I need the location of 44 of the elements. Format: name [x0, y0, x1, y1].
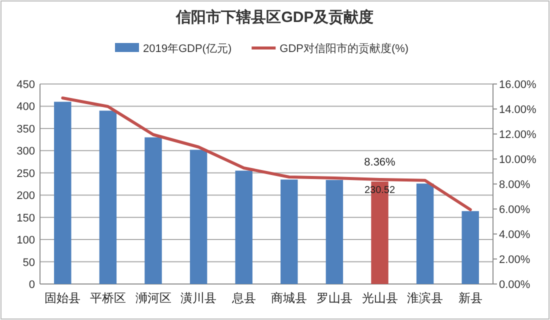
y2-tick-label: 12.00%: [499, 129, 537, 141]
y2-tick-label: 6.00%: [499, 204, 530, 216]
legend-label: GDP对信阳市的贡献度(%): [280, 42, 409, 55]
y-tick-label: 100: [16, 234, 35, 247]
y-tick-label: 300: [16, 146, 35, 158]
x-tick-label: 商城县: [271, 291, 308, 305]
y2-tick-label: 16.00%: [499, 79, 537, 91]
bar: [54, 102, 72, 284]
x-tick-label: 罗山县: [316, 291, 352, 305]
y-tick-label: 200: [16, 190, 35, 202]
x-tick-label: 光山县: [362, 291, 398, 305]
x-tick-label: 潢川县: [180, 291, 217, 305]
y2-tick-label: 10.00%: [499, 154, 537, 166]
legend: 2019年GDP(亿元): [115, 43, 232, 55]
x-tick-label: 浉河区: [135, 291, 172, 305]
y-tick-label: 150: [16, 212, 35, 224]
bar: [235, 170, 252, 284]
y2-tick-label: 4.00%: [499, 229, 530, 241]
x-tick-label: 淮滨县: [407, 291, 444, 305]
legend-label: 2019年GDP(亿元): [143, 43, 232, 55]
y2-tick-label: 0.00%: [499, 279, 530, 291]
bar: [99, 110, 117, 284]
y-tick-label: 350: [16, 123, 35, 136]
data-label: 8.36%: [364, 156, 396, 168]
chart-title: 信阳市下辖县区GDP及贡献度: [175, 8, 374, 26]
x-tick-label: 固始县: [44, 291, 81, 305]
y-tick-label: 400: [16, 101, 35, 114]
x-tick-label: 平桥区: [90, 291, 126, 305]
bar: [190, 150, 208, 284]
bar: [326, 180, 344, 284]
y2-tick-label: 14.00%: [499, 104, 537, 116]
bar: [462, 211, 479, 284]
legend: GDP对信阳市的贡献度(%): [252, 43, 409, 55]
y-tick-label: 450: [16, 79, 35, 91]
x-tick-label: 新县: [458, 291, 482, 305]
y-tick-label: 50: [22, 256, 35, 269]
y2-tick-label: 2.00%: [499, 254, 530, 266]
y2-tick-label: 8.00%: [499, 179, 530, 191]
y-tick-label: 250: [16, 168, 35, 180]
bar: [144, 137, 162, 284]
bar: [280, 180, 298, 284]
x-tick-label: 息县: [230, 291, 256, 305]
bar: [416, 184, 434, 284]
y-tick-label: 0: [28, 279, 35, 291]
